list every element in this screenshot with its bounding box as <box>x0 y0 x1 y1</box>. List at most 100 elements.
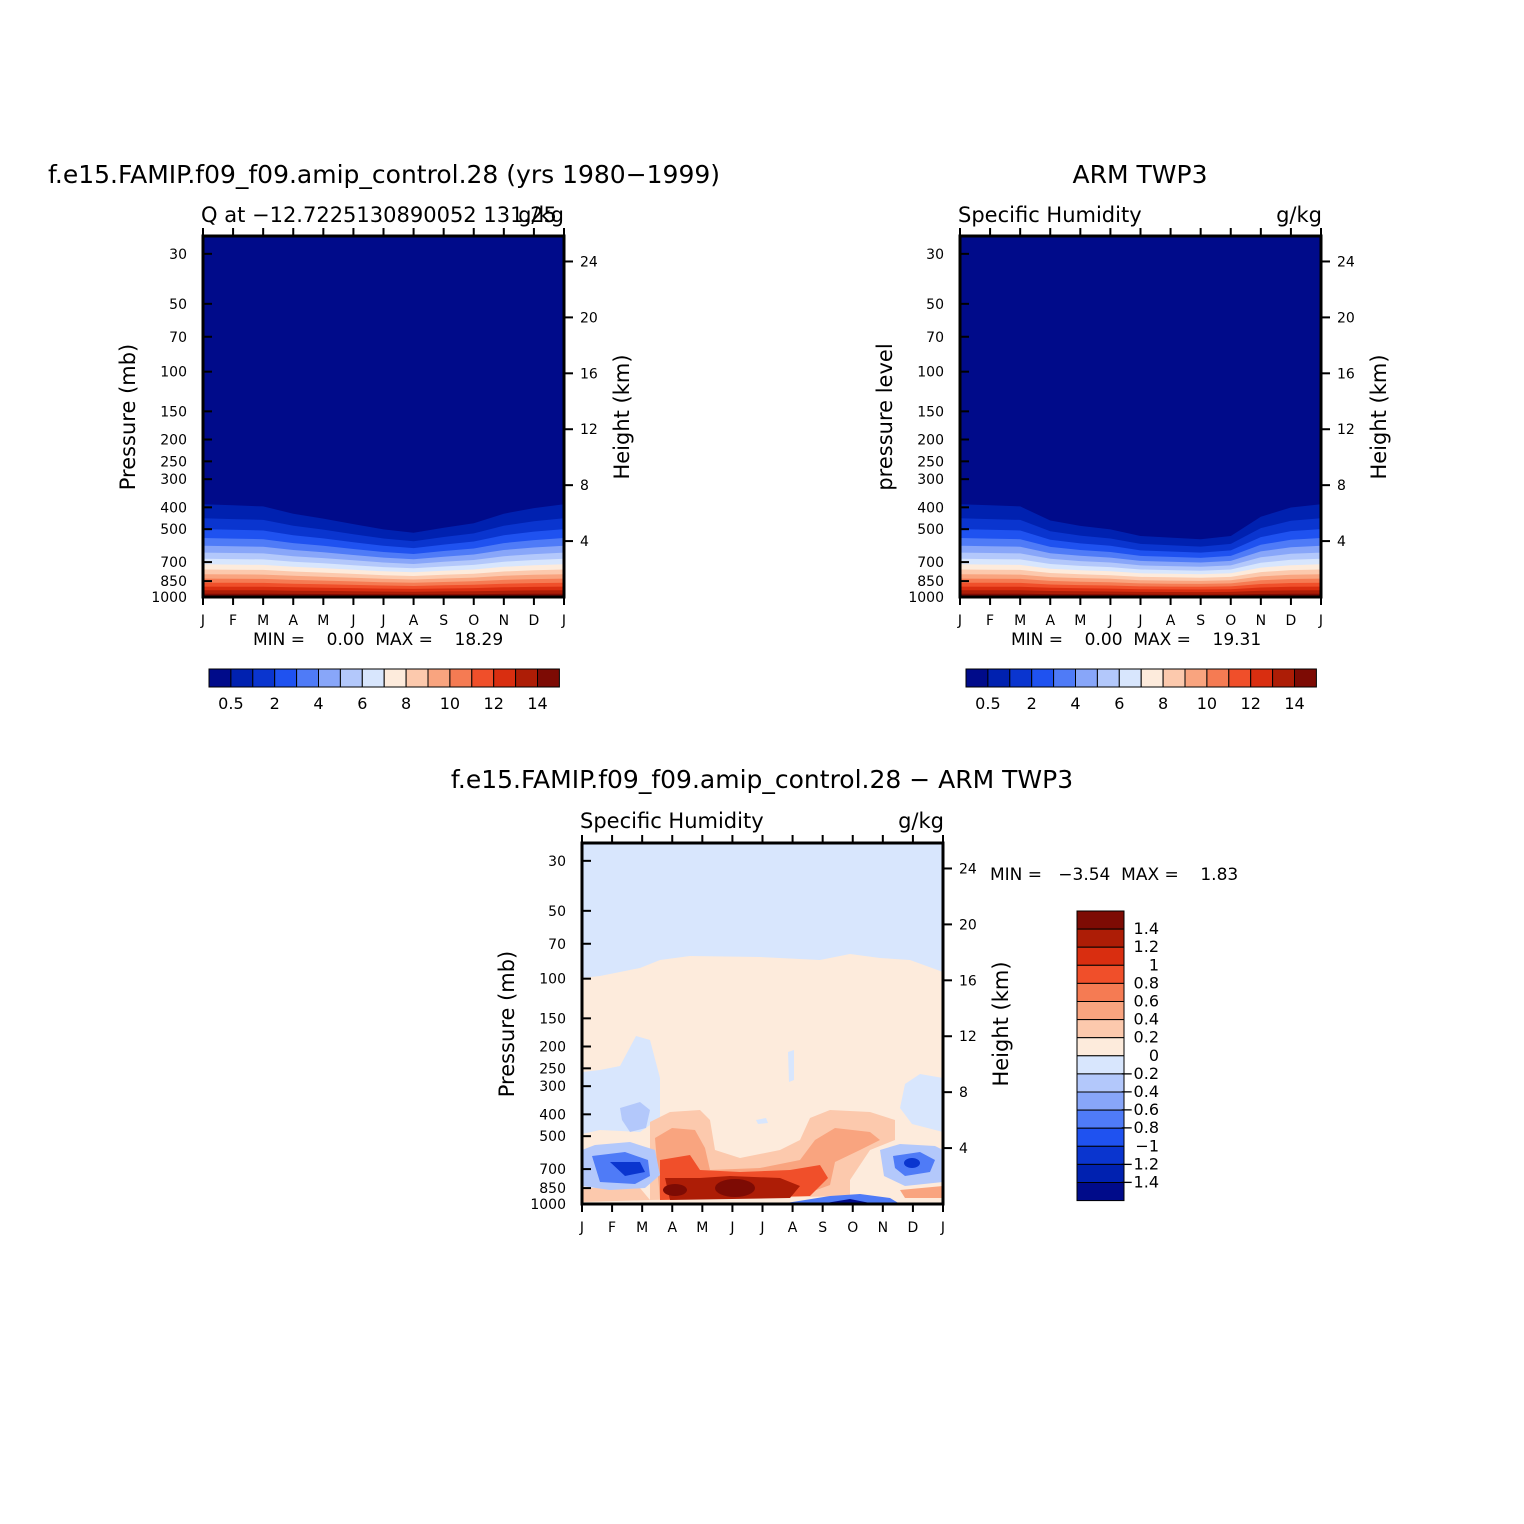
x-tick-label: J <box>561 613 566 629</box>
y-tick-label-pressure: 1000 <box>908 590 944 606</box>
colorbar-box <box>1076 1037 1125 1057</box>
diff-subtitle-right: g/kg <box>898 809 944 833</box>
colorbar-label: 12 <box>484 694 504 713</box>
y-tick-label-pressure: 100 <box>917 365 944 381</box>
x-tick-label: M <box>257 613 269 629</box>
colorbar-box <box>1031 668 1055 688</box>
panel-diff: f.e15.FAMIP.f09_f09.amip_control.28 − AR… <box>451 765 1238 1236</box>
obs-y-label-left: pressure level <box>873 343 897 490</box>
colorbar-label: 1.4 <box>1134 919 1159 938</box>
colorbar-label: 0.6 <box>1134 992 1159 1011</box>
colorbar-label: 2 <box>1027 694 1037 713</box>
colorbar-box <box>1140 668 1164 688</box>
colorbar-box <box>1076 910 1125 930</box>
y-tick-label-pressure: 150 <box>917 404 944 420</box>
colorbar-label: 4 <box>1070 694 1080 713</box>
obs-subtitle-right: g/kg <box>1276 203 1322 227</box>
model-colorbar: 0.5 2 4 6 8 10 12 14 <box>208 668 560 713</box>
colorbar-label: 0.8 <box>1134 973 1159 992</box>
colorbar-box <box>987 668 1011 688</box>
colorbar-box <box>1184 668 1208 688</box>
y-tick-label-pressure: 400 <box>160 500 187 516</box>
x-tick-label: D <box>1286 613 1297 629</box>
y-tick-label-pressure: 50 <box>926 297 944 313</box>
colorbar-box <box>1075 668 1098 688</box>
model-y-label-right: Height (km) <box>610 354 634 479</box>
colorbar-box <box>1076 1055 1125 1075</box>
model-subtitle-right: g/kg <box>518 203 564 227</box>
colorbar-box <box>383 668 407 688</box>
colorbar-box <box>274 668 298 688</box>
diff-axes: J F M A M J J A S O N D J 30 50 70 100 150 200 250 300 400 500… <box>530 835 977 1236</box>
obs-colorbar: 0.5 2 4 6 8 10 12 14 <box>965 668 1317 713</box>
model-subtitle-left: Q at −12.7225130890052 131.25 <box>201 203 557 227</box>
colorbar-label: 0.2 <box>1134 1028 1159 1047</box>
colorbar-box <box>1076 1091 1125 1111</box>
x-tick-label: A <box>288 613 298 629</box>
x-tick-label: M <box>636 1220 648 1236</box>
x-tick-label: S <box>1196 613 1205 629</box>
colorbar-label: 14 <box>527 694 547 713</box>
x-tick-label: S <box>439 613 448 629</box>
colorbar-box <box>405 668 429 688</box>
diff-subtitle-left: Specific Humidity <box>580 809 764 833</box>
colorbar-label: 10 <box>440 694 460 713</box>
colorbar-label: 10 <box>1197 694 1217 713</box>
y-tick-label-pressure: 850 <box>160 574 187 590</box>
colorbar-box <box>1272 668 1295 688</box>
obs-axes: J F M A M J J A S O N D J 30 50 70 100 150 200 250 300 400 500… <box>908 228 1355 629</box>
colorbar-box <box>1162 668 1186 688</box>
y-tick-label-pressure: 70 <box>169 330 187 346</box>
y-tick-label-pressure: 50 <box>169 297 187 313</box>
colorbar-label: 0 <box>1149 1046 1159 1065</box>
diff-region-surface-positive-right <box>900 1186 943 1198</box>
y-tick-label-pressure: 850 <box>539 1181 566 1197</box>
y-tick-label-pressure: 100 <box>539 972 566 988</box>
diff-region-small-negative <box>788 1050 794 1082</box>
x-tick-label: A <box>1045 613 1055 629</box>
y-tick-label-pressure: 300 <box>539 1079 566 1095</box>
colorbar-label: −0.2 <box>1120 1064 1159 1083</box>
y-tick-label-pressure: 700 <box>160 555 187 571</box>
colorbar-box <box>296 668 320 688</box>
y-tick-label-height: 12 <box>580 422 598 438</box>
colorbar-box <box>1076 946 1125 966</box>
colorbar-box <box>965 668 989 688</box>
colorbar-box <box>449 668 473 688</box>
colorbar-label: 12 <box>1241 694 1261 713</box>
colorbar-box <box>1096 668 1120 688</box>
y-tick-label-pressure: 150 <box>160 404 187 420</box>
x-tick-label: S <box>818 1220 827 1236</box>
obs-subtitle-left: Specific Humidity <box>958 203 1142 227</box>
x-tick-label: A <box>1166 613 1176 629</box>
x-tick-label: O <box>1225 613 1236 629</box>
y-tick-label-pressure: 200 <box>917 432 944 448</box>
x-tick-label: J <box>957 613 962 629</box>
y-tick-label-pressure: 400 <box>917 500 944 516</box>
x-tick-label: N <box>499 613 509 629</box>
y-tick-label-pressure: 300 <box>160 472 187 488</box>
colorbar-label: 14 <box>1284 694 1304 713</box>
colorbar-box <box>1076 1127 1125 1147</box>
colorbar-box <box>252 668 276 688</box>
y-tick-label-pressure: 70 <box>926 330 944 346</box>
y-tick-label-pressure: 250 <box>539 1061 566 1077</box>
x-tick-label: O <box>468 613 479 629</box>
colorbar-box <box>1076 928 1125 948</box>
model-contour-bands <box>203 504 564 597</box>
colorbar-label: 0.4 <box>1134 1010 1159 1029</box>
colorbar-label: 0.5 <box>975 694 1000 713</box>
x-tick-label: F <box>229 613 237 629</box>
x-tick-label: J <box>1318 613 1323 629</box>
colorbar-box <box>1250 668 1274 688</box>
colorbar-box <box>339 668 363 688</box>
y-tick-label-pressure: 500 <box>539 1129 566 1145</box>
diff-figure-title: f.e15.FAMIP.f09_f09.amip_control.28 − AR… <box>451 765 1073 794</box>
colorbar-box <box>1076 1001 1125 1021</box>
y-tick-label-height: 24 <box>959 861 977 877</box>
y-tick-label-pressure: 1000 <box>530 1197 566 1213</box>
y-tick-label-pressure: 250 <box>160 454 187 470</box>
y-tick-label-pressure: 30 <box>169 247 187 263</box>
y-tick-label-height: 8 <box>580 478 589 494</box>
diff-max-core-2 <box>715 1179 755 1197</box>
